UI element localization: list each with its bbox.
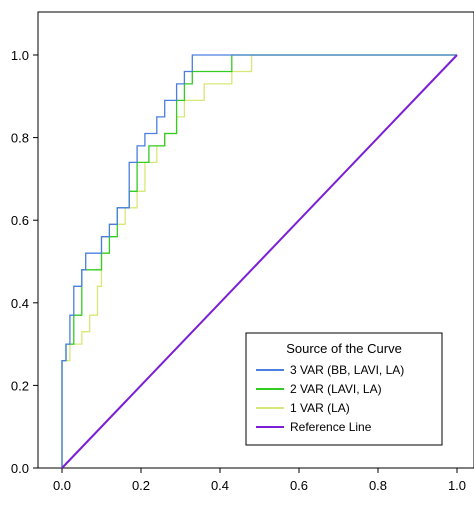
legend-label-3: 1 VAR (LA) — [290, 401, 350, 415]
x-tick-label: 0.2 — [132, 478, 150, 493]
series-layer — [61, 54, 458, 469]
x-tick-label: 0.4 — [211, 478, 229, 493]
legend-label-4: Reference Line — [290, 420, 372, 434]
x-tick-label: 0.8 — [369, 478, 387, 493]
series-line-1 — [61, 54, 457, 468]
x-tick-label: 0.6 — [290, 478, 308, 493]
legend: Source of the Curve 3 VAR (BB, LAVI, LA)… — [245, 332, 443, 446]
y-tick-label: 0.4 — [11, 296, 29, 311]
y-tick-label: 0.2 — [11, 378, 29, 393]
legend-label-1: 3 VAR (BB, LAVI, LA) — [290, 363, 404, 377]
x-tick-label: 1.0 — [448, 478, 466, 493]
y-tick-label: 1.0 — [11, 48, 29, 63]
y-axis-ticks: 0.0 0.2 0.4 0.6 0.8 1.0 — [11, 48, 38, 476]
x-tick-label: 0.0 — [53, 478, 71, 493]
legend-label-2: 2 VAR (LAVI, LA) — [290, 382, 382, 396]
legend-title: Source of the Curve — [286, 341, 402, 356]
y-tick-label: 0.8 — [11, 131, 29, 146]
y-tick-label: 0.6 — [11, 213, 29, 228]
series-line-4 — [61, 54, 458, 469]
y-tick-label: 0.0 — [11, 461, 29, 476]
legend-items: 3 VAR (BB, LAVI, LA) 2 VAR (LAVI, LA) 1 VA… — [256, 363, 404, 434]
x-axis-ticks: 0.0 0.2 0.4 0.6 0.8 1.0 — [53, 468, 466, 493]
